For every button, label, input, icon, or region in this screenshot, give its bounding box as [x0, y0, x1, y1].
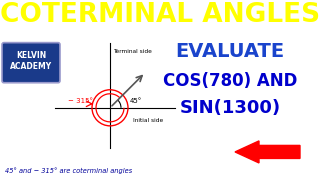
FancyArrow shape [235, 141, 300, 163]
Text: ACADEMY: ACADEMY [10, 62, 52, 71]
Text: EVALUATE: EVALUATE [175, 42, 284, 61]
Text: SIN(1300): SIN(1300) [180, 99, 281, 117]
Text: 45°: 45° [130, 98, 142, 104]
FancyBboxPatch shape [2, 43, 60, 83]
Text: 45° and − 315° are coterminal angles: 45° and − 315° are coterminal angles [5, 167, 132, 174]
Text: KELVIN: KELVIN [16, 51, 46, 60]
Text: − 315°: − 315° [68, 98, 93, 104]
Text: Initial side: Initial side [133, 118, 163, 123]
Text: COTERMINAL ANGLES: COTERMINAL ANGLES [0, 2, 320, 28]
Text: COS(780) AND: COS(780) AND [163, 72, 297, 90]
Text: Terminal side: Terminal side [113, 49, 151, 54]
